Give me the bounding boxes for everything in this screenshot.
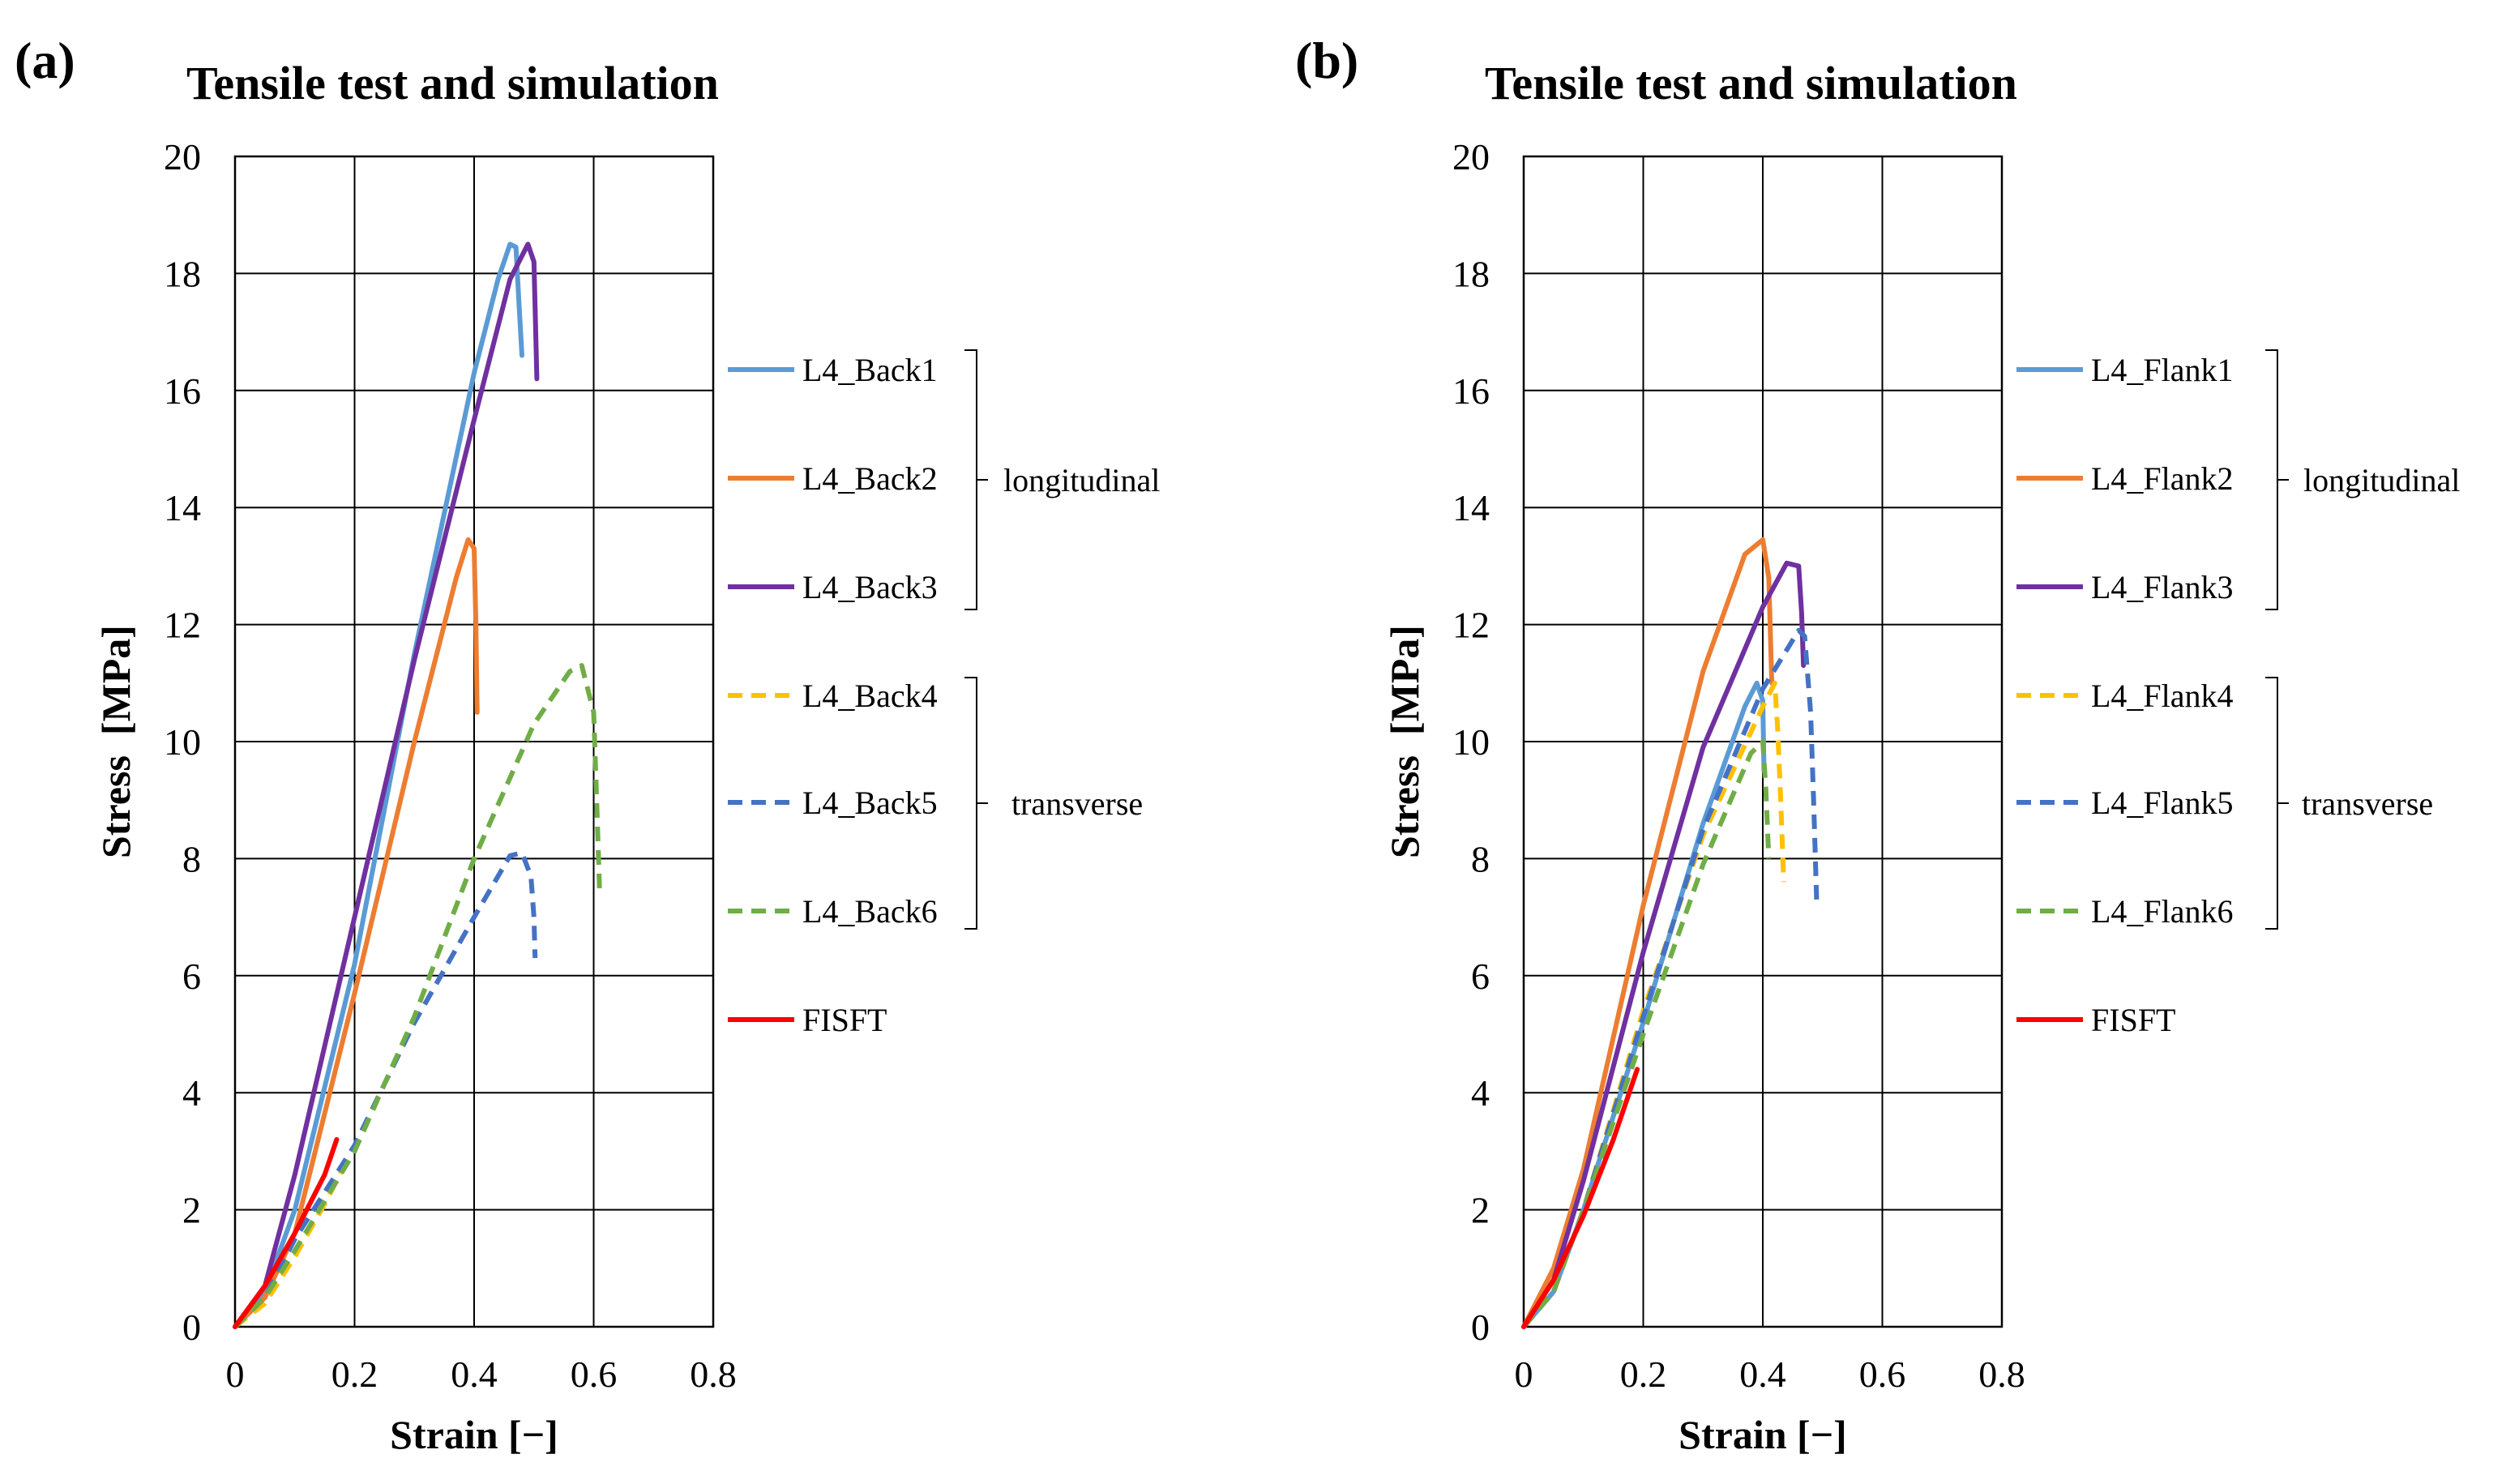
y-tick-label: 12 [164, 605, 201, 646]
series-line-fisft [233, 1137, 340, 1329]
y-tick-label: 18 [1452, 253, 1490, 294]
legend-label: L4_Flank2 [2091, 460, 2234, 497]
series-line-l4-back2 [233, 537, 480, 1329]
x-axis-label: Strain [−] [390, 1412, 558, 1457]
group-bracket [964, 349, 977, 610]
legend-label: L4_Flank6 [2091, 893, 2234, 930]
x-tick-label: 0.4 [1739, 1354, 1786, 1395]
y-tick-label: 16 [1452, 370, 1490, 412]
legend-label: L4_Flank4 [2091, 678, 2234, 714]
legend-label: L4_Flank3 [2091, 569, 2234, 605]
series-line-l4-flank4 [1521, 680, 1786, 1328]
series-line-fisft [1521, 1067, 1640, 1329]
panel-b: (b) Tensile test and simulation 0 2 4 6 8 10 12 1… [1295, 32, 2460, 1457]
group-bracket [964, 677, 977, 930]
y-tick-label: 16 [164, 370, 201, 412]
y-axis-label: Stress [MPa] [93, 625, 139, 858]
x-tick-label: 0 [1515, 1354, 1533, 1395]
y-tick-label: 0 [182, 1307, 201, 1348]
y-tick-label: 2 [1471, 1190, 1490, 1231]
y-tick-label: 14 [1452, 487, 1490, 528]
legend-label: L4_Back6 [802, 893, 938, 930]
y-tick-label: 10 [164, 721, 201, 763]
y-tick-label: 8 [1471, 838, 1490, 879]
group-bracket [2265, 349, 2278, 610]
series-line-l4-flank6 [1521, 739, 1772, 1328]
legend-label: L4_Back5 [802, 785, 938, 821]
series-line-l4-back5 [233, 850, 538, 1329]
y-axis-label: Stress [MPa] [1382, 625, 1427, 858]
chart-title: Tensile test and simulation [186, 57, 719, 109]
x-tick-label: 0.4 [451, 1354, 498, 1395]
series-line-l4-flank2 [1521, 537, 1775, 1329]
legend-label: L4_Back3 [802, 569, 938, 605]
y-tick-label: 8 [182, 838, 201, 879]
legend-label: L4_Back4 [802, 678, 938, 714]
group-label-transverse: transverse [2302, 785, 2433, 822]
x-tick-label: 0.2 [1620, 1354, 1667, 1395]
y-tick-label: 4 [182, 1072, 201, 1114]
panel-label: (a) [15, 32, 75, 89]
y-tick-label: 4 [1471, 1072, 1490, 1114]
series-line-l4-flank3 [1521, 560, 1807, 1329]
y-tick-label: 20 [164, 136, 201, 177]
x-tick-label: 0 [226, 1354, 245, 1395]
y-tick-label: 10 [1452, 721, 1490, 763]
group-label-longitudinal: longitudinal [1003, 462, 1160, 498]
legend-label: L4_Back1 [802, 352, 938, 388]
x-axis-label: Strain [−] [1679, 1412, 1847, 1457]
group-label-transverse: transverse [1011, 785, 1143, 822]
panel-a: (a) Tensile test and simulation 0 2 4 6 8 10 12 1… [15, 32, 1160, 1457]
y-tick-label: 6 [1471, 956, 1490, 997]
legend-label: L4_Back2 [802, 460, 938, 497]
series-line-l4-back3 [233, 242, 540, 1329]
y-tick-label: 2 [182, 1190, 201, 1231]
x-tick-label: 0.8 [1978, 1354, 2025, 1395]
y-tick-label: 0 [1471, 1307, 1490, 1348]
legend-label: L4_Flank1 [2091, 352, 2234, 388]
y-tick-label: 20 [1452, 136, 1490, 177]
x-tick-label: 0.6 [1859, 1354, 1906, 1395]
x-tick-label: 0.6 [571, 1354, 618, 1395]
y-tick-label: 14 [164, 487, 201, 528]
x-tick-label: 0.2 [331, 1354, 378, 1395]
chart-title: Tensile test and simulation [1485, 57, 2017, 109]
y-tick-label: 18 [164, 253, 201, 294]
x-tick-label: 0.8 [690, 1354, 737, 1395]
group-bracket [2265, 677, 2278, 930]
y-tick-label: 12 [1452, 605, 1490, 646]
panel-label: (b) [1295, 32, 1358, 89]
legend-label: FISFT [802, 1002, 887, 1038]
y-tick-label: 6 [182, 956, 201, 997]
group-label-longitudinal: longitudinal [2303, 462, 2460, 498]
legend-label: FISFT [2091, 1002, 2176, 1038]
legend-label: L4_Flank5 [2091, 785, 2234, 821]
